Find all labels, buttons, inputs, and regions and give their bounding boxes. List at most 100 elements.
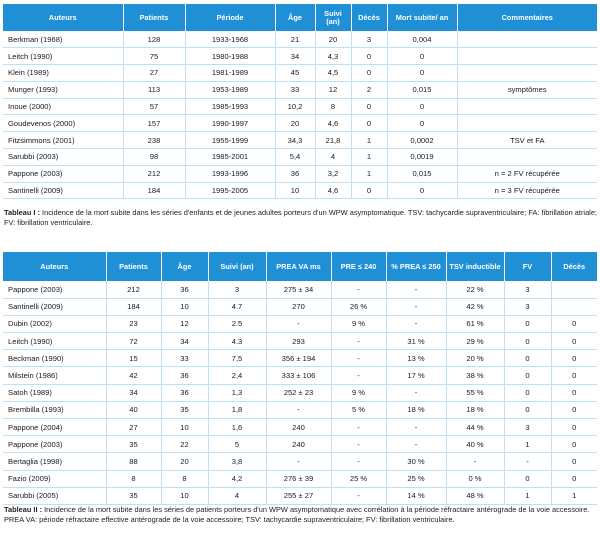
author-cell: Dubin (2002) (3, 315, 107, 334)
table-1: Auteurs Patients Période Âge Suivi (an) Décès… (3, 4, 597, 200)
table-cell: 30 % (386, 452, 447, 471)
table-cell: 1,3 (208, 384, 267, 402)
table-cell: 276 ± 39 (266, 470, 332, 488)
column-header: Commentaires (457, 4, 597, 31)
table-cell: 42 % (446, 298, 505, 316)
table-cell: 0 (351, 182, 388, 200)
table-cell: 0 (387, 114, 458, 133)
table-cell: 15 (106, 349, 162, 368)
author-cell: Klein (1989) (3, 64, 124, 82)
author-cell: Pappone (2003) (3, 281, 107, 299)
table-cell: 4,3 (315, 47, 352, 66)
table-cell: 88 (106, 452, 162, 471)
table-row: Pappone (2004) 27 10 1,6 240- -44 % 3 0 (3, 418, 597, 437)
table-row: Santinelli (2009) 184 10 4.7 270 26 % -42 % 3 (3, 298, 597, 316)
table-cell: 0 (551, 418, 597, 437)
table-cell: 275 ± 34 (266, 281, 332, 299)
table-cell: 3 (504, 298, 552, 316)
table-cell: 0 % (446, 470, 505, 488)
table-row: Inoue (2000) 57 1985-1993 10,2 8 0 0 (3, 98, 597, 116)
table-cell (457, 114, 597, 133)
table-cell: TSV et FA (457, 131, 597, 150)
table-cell: 75 (123, 47, 186, 66)
table-cell: - (386, 281, 447, 299)
table-cell: n = 3 FV récupérée (457, 182, 597, 200)
table-row: Sarubbi (2003) 98 1985-2001 5,4 4 1 0,0019 (3, 148, 597, 166)
table-cell: 21,8 (315, 131, 352, 150)
table-row: Goudevenos (2000) 157 1990-1997 20 4,6 0 0 (3, 114, 597, 133)
column-header: FV (504, 252, 552, 281)
table-cell: 2,4 (208, 366, 267, 385)
table-cell: 36 (161, 281, 209, 299)
author-cell: Leitch (1990) (3, 332, 107, 351)
table-cell: 0 (551, 366, 597, 385)
table-cell: - (331, 332, 387, 351)
table-cell: 20 % (446, 349, 505, 368)
table-cell: 35 (161, 401, 209, 420)
table-cell: 1995-2005 (185, 182, 276, 200)
table-1-caption-text: Incidence de la mort subite dans les sér… (4, 208, 597, 227)
table-cell: 0,015 (387, 165, 458, 183)
table-cell: 0 (551, 332, 597, 351)
table-cell: 34 (106, 384, 162, 402)
column-header: Âge (275, 4, 316, 31)
table-cell: 10 (161, 298, 209, 316)
table-row: Brembilla (1993) 40 35 1,8-5 % 18 % 18 % 0 0 (3, 401, 597, 420)
table-cell: 7,5 (208, 349, 267, 368)
table-cell: 1 (351, 165, 388, 183)
table-2-caption-label: Tableau II : (4, 505, 43, 514)
table-cell: 20 (161, 452, 209, 471)
table-cell: 8 (315, 98, 352, 116)
table-cell: 1953-1989 (185, 81, 276, 99)
table-cell: 1,6 (208, 418, 267, 437)
table-cell: 1933-1968 (185, 31, 276, 49)
table-cell: - (331, 366, 387, 385)
table-cell: symptômes (457, 81, 597, 99)
table-row: Pappone (2003) 212 1993-1996 36 3,2 1 0,015 n =… (3, 165, 597, 183)
table-cell: 10,2 (275, 98, 316, 116)
table-cell: - (331, 281, 387, 299)
table-cell: - (386, 298, 447, 316)
table-row: Bertaglia (1998) 88 20 3,8- -30 % - -0 (3, 452, 597, 471)
table-cell: 270 (266, 298, 332, 316)
table-cell: - (331, 418, 387, 437)
table-cell: 0 (504, 315, 552, 334)
column-header: Suivi (an) (208, 252, 267, 281)
column-header: Auteurs (3, 4, 124, 31)
column-header: % PREA ≤ 250 (386, 252, 447, 281)
table-1-body: Berkman (1968) 128 1933-1968 21 20 3 0,004 Leit… (3, 31, 597, 200)
table-cell: 48 % (446, 487, 505, 505)
column-header: Patients (106, 252, 162, 281)
table-cell: 1985-1993 (185, 98, 276, 116)
author-cell: Beckman (1990) (3, 349, 107, 368)
table-2-caption-text: Incidence de la mort subite dans les sér… (4, 505, 590, 524)
table-cell: - (386, 315, 447, 334)
author-cell: Munger (1993) (3, 81, 124, 99)
table-cell: - (266, 452, 332, 471)
table-cell: 255 ± 27 (266, 487, 332, 505)
table-cell: 252 ± 23 (266, 384, 332, 402)
table-cell: 0 (504, 401, 552, 420)
table-cell: 36 (161, 366, 209, 385)
table-cell: 36 (161, 384, 209, 402)
table-cell: 57 (123, 98, 186, 116)
table-2-caption: Tableau II : Incidence de la mort subite… (4, 505, 598, 525)
table-cell: - (504, 452, 552, 471)
table-cell: 0,0002 (387, 131, 458, 150)
author-cell: Bertaglia (1998) (3, 452, 107, 471)
table-row: Fazio (2009) 8 8 4,2 276 ± 39 25 % 25 % 0 % 0 0 (3, 470, 597, 488)
table-cell (457, 98, 597, 116)
table-cell: 14 % (386, 487, 447, 505)
author-cell: Pappone (2003) (3, 435, 107, 454)
table-cell: 8 (161, 470, 209, 488)
table-cell: 0,004 (387, 31, 458, 49)
table-cell: 293 (266, 332, 332, 351)
table-cell: 240 (266, 435, 332, 454)
table-cell: 3 (351, 31, 388, 49)
table-cell: 212 (106, 281, 162, 299)
column-header: Mort subite/ an (387, 4, 458, 31)
table-cell: - (446, 452, 505, 471)
table-cell (551, 298, 597, 316)
table-cell: 38 % (446, 366, 505, 385)
table-cell: 8 (106, 470, 162, 488)
